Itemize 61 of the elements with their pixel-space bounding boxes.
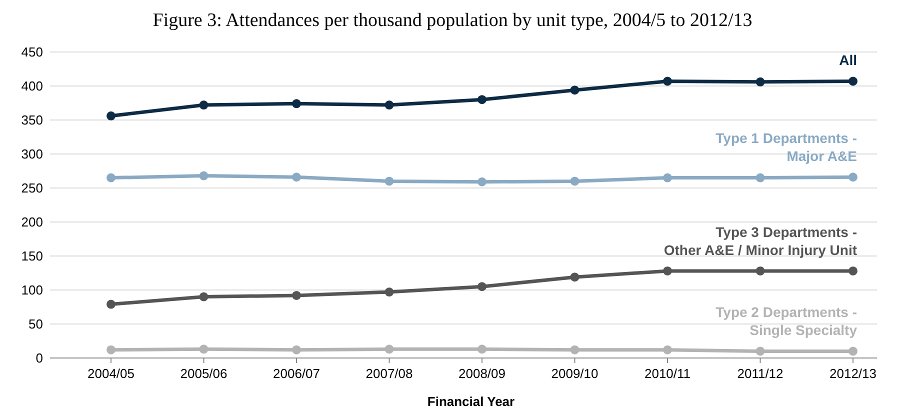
- point: [848, 76, 858, 86]
- point: [478, 344, 486, 354]
- x-axis-title: Financial Year: [427, 394, 515, 409]
- y-tick-label: 100: [21, 282, 43, 298]
- y-tick-label: 400: [21, 78, 43, 94]
- series-label: Type 2 Departments - Single Specialty: [716, 304, 858, 338]
- series-label: Type 3 Departments - Other A&E / Minor Injury Unit: [664, 224, 858, 258]
- point: [663, 266, 672, 276]
- x-tick-label: 2004/05: [88, 366, 134, 381]
- point: [384, 288, 394, 297]
- x-tick-label: 2010/11: [644, 366, 691, 381]
- chart-title: Figure 3: Attendances per thousand population by unit type, 2004/5 to 2012/13: [152, 10, 752, 31]
- point: [292, 172, 301, 182]
- point: [663, 173, 672, 182]
- point: [292, 290, 301, 300]
- x-tick-label: 2011/12: [737, 366, 784, 381]
- point: [199, 292, 208, 302]
- y-tick-label: 450: [21, 44, 43, 60]
- x-tick-label: 2009/10: [551, 366, 598, 381]
- point: [384, 100, 394, 110]
- point: [199, 100, 208, 110]
- point: [570, 176, 580, 186]
- y-tick-label: 200: [21, 214, 43, 230]
- point: [756, 266, 765, 276]
- point: [199, 344, 208, 354]
- point: [478, 177, 486, 186]
- y-tick-label: 250: [21, 180, 43, 196]
- y-tick-label: 300: [21, 146, 43, 162]
- point: [106, 111, 116, 120]
- y-tick-label: 50: [28, 316, 43, 332]
- point: [106, 300, 116, 309]
- point: [756, 173, 765, 182]
- point: [848, 172, 858, 182]
- point: [478, 282, 486, 292]
- x-tick-label: 2012/13: [830, 366, 876, 381]
- x-tick-label: 2006/07: [273, 366, 320, 381]
- point: [848, 346, 858, 356]
- point: [663, 345, 672, 354]
- point: [106, 173, 116, 182]
- x-tick-label: 2007/08: [366, 366, 413, 381]
- y-tick-label: 150: [21, 248, 43, 264]
- point: [570, 272, 580, 282]
- point: [848, 266, 858, 276]
- point: [570, 345, 580, 354]
- point: [478, 95, 486, 104]
- point: [199, 171, 208, 180]
- point: [106, 345, 116, 354]
- point: [384, 176, 394, 186]
- point: [292, 345, 301, 354]
- x-tick-label: 2008/09: [458, 366, 506, 381]
- point: [663, 76, 672, 86]
- point: [570, 86, 580, 95]
- point: [756, 346, 765, 356]
- y-tick-label: 0: [36, 350, 43, 366]
- series-label: Type 1 Departments - Major A&E: [716, 130, 858, 164]
- x-tick-label: 2005/06: [180, 366, 228, 381]
- point: [756, 77, 765, 86]
- point: [384, 344, 394, 354]
- series-label: All: [839, 52, 857, 68]
- y-tick-label: 350: [21, 112, 43, 128]
- point: [292, 99, 301, 108]
